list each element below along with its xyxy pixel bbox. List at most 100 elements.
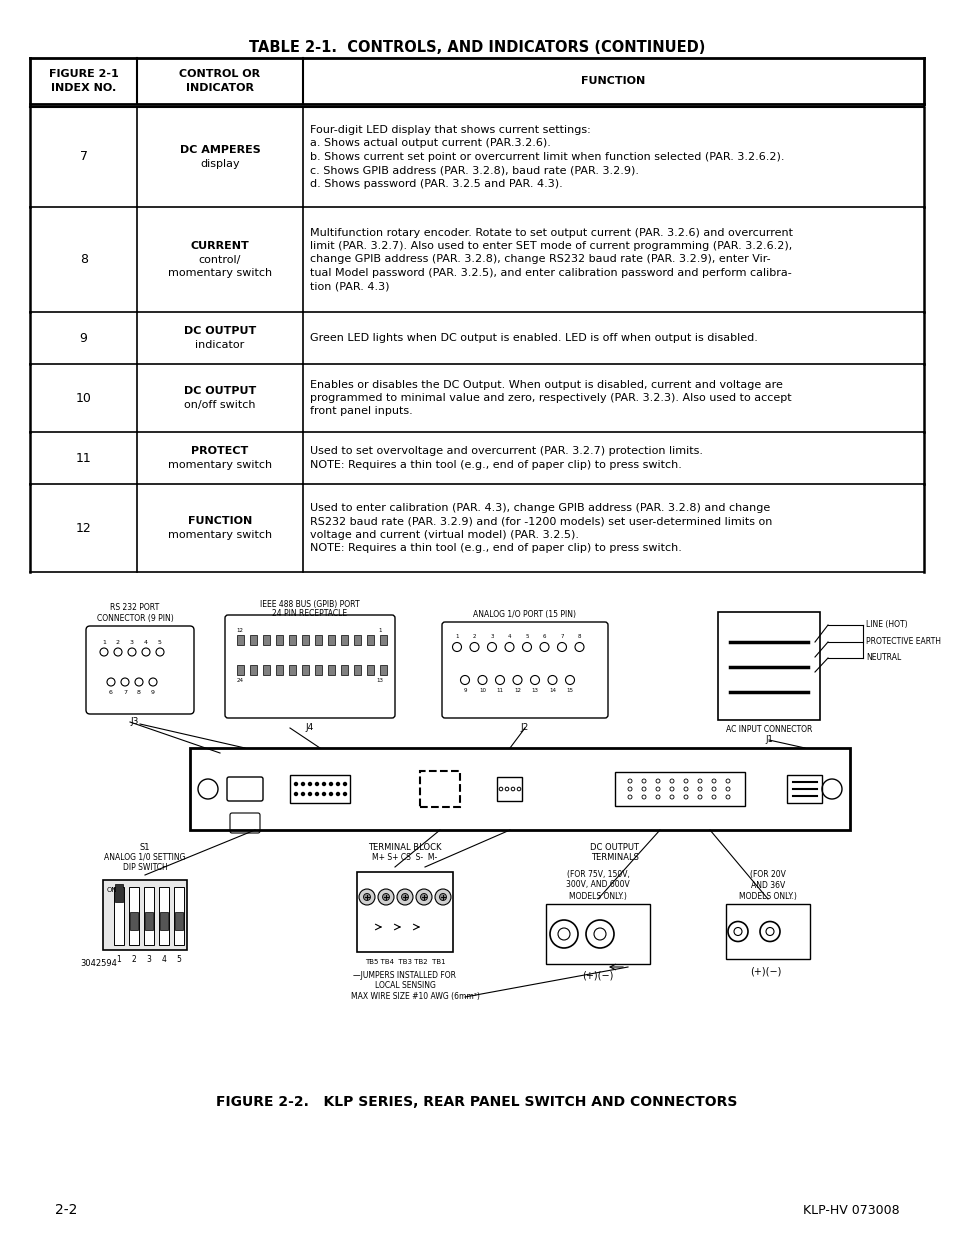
Text: ON: ON [107,887,117,893]
Text: 2: 2 [473,635,476,640]
Bar [113,887,124,945]
Text: 1: 1 [455,635,458,640]
Text: (FOR 75V, 150V,: (FOR 75V, 150V, [566,869,629,878]
Text: S1: S1 [139,842,150,851]
Text: 24: 24 [236,678,243,683]
Bar [144,887,153,945]
Text: FIGURE 2-1
INDEX NO.: FIGURE 2-1 INDEX NO. [49,69,118,93]
Text: 4: 4 [161,955,166,963]
Bar [174,911,183,930]
Text: LINE (HOT): LINE (HOT) [865,620,906,630]
Text: DC OUTPUT: DC OUTPUT [590,842,639,851]
Bar [290,776,350,803]
Bar [367,664,374,676]
Text: 11: 11 [496,688,503,693]
Bar [302,635,309,645]
Text: 1: 1 [116,955,121,963]
Text: 7: 7 [123,689,127,694]
Bar [159,887,169,945]
Text: c. Shows GPIB address (PAR. 3.2.8), baud rate (PAR. 3.2.9).: c. Shows GPIB address (PAR. 3.2.8), baud… [310,165,638,175]
Circle shape [308,783,312,785]
Circle shape [336,793,339,795]
Text: TB5 TB4  TB3 TB2  TB1: TB5 TB4 TB3 TB2 TB1 [364,960,445,965]
Text: LOCAL SENSING: LOCAL SENSING [375,981,435,989]
Circle shape [336,783,339,785]
Bar [115,884,123,902]
Text: 9: 9 [151,689,154,694]
Bar [340,664,348,676]
Bar [419,771,459,806]
Text: 7: 7 [79,151,88,163]
Text: 300V, AND 600V: 300V, AND 600V [565,881,629,889]
Circle shape [322,793,325,795]
Circle shape [435,889,451,905]
Text: PROTECT: PROTECT [192,446,249,456]
Bar [129,887,139,945]
Text: tion (PAR. 4.3): tion (PAR. 4.3) [310,282,389,291]
Text: 2: 2 [116,640,120,645]
Circle shape [363,893,370,900]
Text: Green LED lights when DC output is enabled. LED is off when output is disabled.: Green LED lights when DC output is enabl… [310,333,757,343]
Text: RS 232 PORT: RS 232 PORT [111,604,159,613]
Text: ANALOG 1/0 SETTING: ANALOG 1/0 SETTING [104,852,186,862]
Bar [302,664,309,676]
Circle shape [294,793,297,795]
Circle shape [343,783,346,785]
Text: 12: 12 [236,627,243,632]
Circle shape [396,889,413,905]
Bar [379,635,387,645]
Text: 9: 9 [80,331,88,345]
Text: Four-digit LED display that shows current settings:: Four-digit LED display that shows curren… [310,125,590,135]
Bar [130,911,138,930]
Circle shape [358,889,375,905]
Text: indicator: indicator [195,340,244,350]
Text: AC INPUT CONNECTOR: AC INPUT CONNECTOR [725,725,811,735]
Circle shape [322,783,325,785]
Text: 13: 13 [531,688,537,693]
Circle shape [343,793,346,795]
Text: 4: 4 [144,640,148,645]
Text: 6: 6 [109,689,112,694]
Text: 8: 8 [578,635,580,640]
Text: 8: 8 [79,253,88,266]
Text: 5: 5 [525,635,528,640]
Text: 10: 10 [478,688,485,693]
Text: Multifunction rotary encoder. Rotate to set output current (PAR. 3.2.6) and over: Multifunction rotary encoder. Rotate to … [310,227,792,237]
Bar [314,664,322,676]
Text: momentary switch: momentary switch [168,268,272,278]
Circle shape [315,793,318,795]
Bar [615,772,744,806]
Text: TERMINAL BLOCK: TERMINAL BLOCK [368,842,441,851]
Text: MODELS ONLY.): MODELS ONLY.) [569,892,626,900]
Bar [545,904,649,965]
Text: 11: 11 [75,452,91,464]
Text: DC OUTPUT: DC OUTPUT [184,387,255,396]
Text: change GPIB address (PAR. 3.2.8), change RS232 baud rate (PAR. 3.2.9), enter Vir: change GPIB address (PAR. 3.2.8), change… [310,254,769,264]
Text: (+)(−): (+)(−) [749,966,781,976]
Text: J1: J1 [764,735,772,743]
Circle shape [420,893,427,900]
Text: momentary switch: momentary switch [168,459,272,469]
Text: CURRENT: CURRENT [191,241,249,251]
Text: MODELS ONLY.): MODELS ONLY.) [739,892,796,900]
Bar [275,664,283,676]
Text: —JUMPERS INSTALLED FOR: —JUMPERS INSTALLED FOR [354,971,456,979]
Bar [786,776,821,803]
Bar [236,664,244,676]
Text: a. Shows actual output current (PAR.3.2.6).: a. Shows actual output current (PAR.3.2.… [310,138,550,148]
Bar [160,911,168,930]
Text: 5: 5 [176,955,181,963]
Text: 12: 12 [75,521,91,535]
Text: NOTE: Requires a thin tool (e.g., end of paper clip) to press switch.: NOTE: Requires a thin tool (e.g., end of… [310,543,680,553]
Bar [340,635,348,645]
Circle shape [401,893,408,900]
Text: 9: 9 [463,688,466,693]
Text: 24 PIN RECEPTACLE: 24 PIN RECEPTACLE [273,610,347,619]
Text: NEUTRAL: NEUTRAL [865,653,901,662]
Text: 10: 10 [75,391,91,405]
Circle shape [439,893,446,900]
Text: 4: 4 [507,635,511,640]
Text: front panel inputs.: front panel inputs. [310,406,412,416]
Bar [354,664,360,676]
Text: DIP SWITCH: DIP SWITCH [123,862,167,872]
